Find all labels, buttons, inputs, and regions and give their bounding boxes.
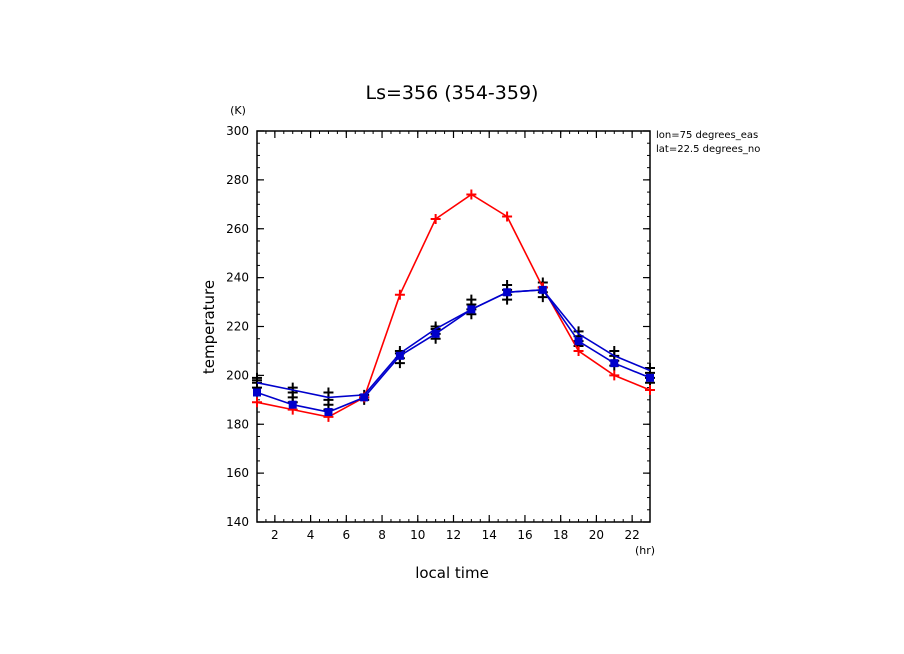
y-tick-label: 260 xyxy=(226,222,249,236)
x-tick-label: 16 xyxy=(517,528,532,542)
observation-point xyxy=(323,387,334,398)
series-3-point xyxy=(503,288,512,297)
y-unit-label: (K) xyxy=(230,104,246,117)
series-3-point xyxy=(538,285,547,294)
series-3-point xyxy=(288,400,297,409)
series-3-point xyxy=(324,408,333,417)
x-tick-label: 2 xyxy=(271,528,279,542)
y-tick-label: 180 xyxy=(226,417,249,431)
observation-point xyxy=(466,294,477,305)
plot-frame xyxy=(256,130,651,523)
x-tick-label: 14 xyxy=(482,528,497,542)
y-tick-label: 200 xyxy=(226,368,249,382)
y-tick-label: 300 xyxy=(226,124,249,138)
series-3-point xyxy=(431,329,440,338)
x-tick-label: 6 xyxy=(342,528,350,542)
plot-area: 2 4 6 8 10 12 14 16 18 20 22 140 160 180 200 220 240 260 2… xyxy=(226,124,655,542)
chart-title: Ls=356 (354-359) xyxy=(366,82,539,104)
x-tick-label: 22 xyxy=(624,528,639,542)
y-tick-label: 220 xyxy=(226,320,249,334)
series-line-1 xyxy=(256,193,651,418)
observation-point xyxy=(287,382,298,393)
series-1-point xyxy=(394,289,405,300)
series-3-point xyxy=(360,393,369,402)
y-tick-label: 280 xyxy=(226,173,249,187)
observation-point xyxy=(252,372,262,383)
y-tick-label: 140 xyxy=(226,515,249,529)
series-1-point xyxy=(252,397,262,408)
series-3-point xyxy=(395,351,404,360)
observation-point xyxy=(645,363,655,374)
x-tick-label: 12 xyxy=(446,528,461,542)
x-tick-label: 8 xyxy=(378,528,386,542)
x-tick-label: 20 xyxy=(589,528,604,542)
series-1-point xyxy=(466,189,477,200)
y-tick-label: 160 xyxy=(226,466,249,480)
series-3-point xyxy=(646,373,654,382)
series-3-point xyxy=(253,388,261,397)
y-tick-label: 240 xyxy=(226,271,249,285)
series-line-2 xyxy=(256,288,651,399)
observation-point xyxy=(609,345,620,356)
series-3-point xyxy=(610,359,619,368)
series-1-point xyxy=(502,211,513,222)
annotation-lon: lon=75 degrees_eas xyxy=(656,130,758,141)
x-unit-label: (hr) xyxy=(635,544,655,557)
series-line-3 xyxy=(256,288,651,413)
series-1-point xyxy=(645,385,655,396)
series-1-point xyxy=(430,213,441,224)
x-axis-title: local time xyxy=(415,564,489,582)
series-1-point xyxy=(573,345,584,356)
x-tick-label: 4 xyxy=(307,528,315,542)
series-1-point xyxy=(609,370,620,381)
series-3-point xyxy=(574,337,583,346)
annotation-lat: lat=22.5 degrees_no xyxy=(656,144,760,155)
y-axis-title: temperature xyxy=(200,280,218,374)
series-3-point xyxy=(467,305,476,314)
x-tick-label: 10 xyxy=(410,528,425,542)
x-tick-label: 18 xyxy=(553,528,568,542)
